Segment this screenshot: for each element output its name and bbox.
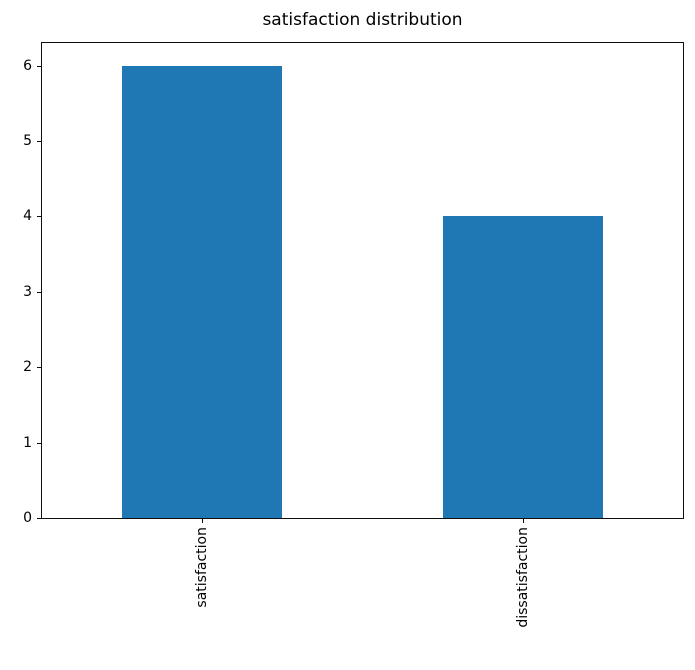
y-tick-label: 3 xyxy=(23,283,32,300)
chart-title: satisfaction distribution xyxy=(262,10,463,30)
y-tick-label: 6 xyxy=(23,57,32,74)
y-tick-mark xyxy=(37,65,41,67)
y-tick-mark xyxy=(37,141,41,143)
x-tick-mark xyxy=(522,519,524,523)
y-tick-mark xyxy=(37,518,41,519)
y-tick-mark xyxy=(37,291,41,293)
bar xyxy=(442,216,603,518)
y-tick-label: 1 xyxy=(23,434,32,451)
y-tick-label: 0 xyxy=(23,510,32,526)
y-tick-label: 4 xyxy=(23,208,32,225)
bar xyxy=(122,65,283,518)
x-tick-label: dissatisfaction xyxy=(514,527,531,628)
y-tick-mark xyxy=(37,442,41,444)
y-tick-label: 5 xyxy=(23,133,32,150)
y-tick-mark xyxy=(37,216,41,218)
x-tick-mark xyxy=(202,519,204,523)
x-tick-label: satisfaction xyxy=(194,527,211,608)
y-tick-label: 2 xyxy=(23,359,32,376)
y-tick-mark xyxy=(37,367,41,369)
